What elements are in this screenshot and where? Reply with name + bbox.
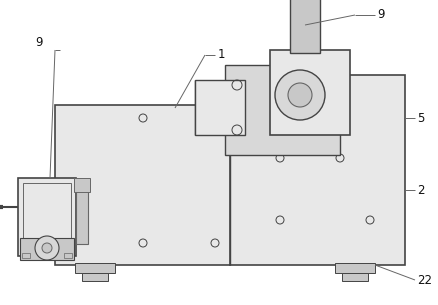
Bar [225, 65, 340, 155]
Bar [335, 263, 375, 273]
Text: 9: 9 [377, 9, 385, 21]
Bar [22, 253, 30, 258]
Circle shape [275, 70, 325, 120]
Text: 1: 1 [218, 48, 226, 62]
Bar [230, 75, 405, 265]
Bar [18, 178, 76, 256]
Text: 22: 22 [417, 274, 432, 286]
Bar [342, 273, 368, 281]
Bar [195, 80, 245, 135]
Text: 9: 9 [35, 35, 42, 48]
Bar [82, 273, 108, 281]
Bar [55, 105, 230, 265]
Bar [23, 183, 71, 249]
Circle shape [288, 83, 312, 107]
Text: 5: 5 [417, 112, 424, 124]
Bar [76, 186, 88, 244]
Circle shape [35, 236, 59, 260]
Text: 2: 2 [417, 184, 424, 196]
Bar [290, 0, 320, 53]
Bar [270, 50, 350, 135]
Bar [75, 263, 115, 273]
Circle shape [42, 243, 52, 253]
Bar [20, 238, 74, 260]
Bar [64, 253, 72, 258]
Bar [74, 178, 90, 192]
